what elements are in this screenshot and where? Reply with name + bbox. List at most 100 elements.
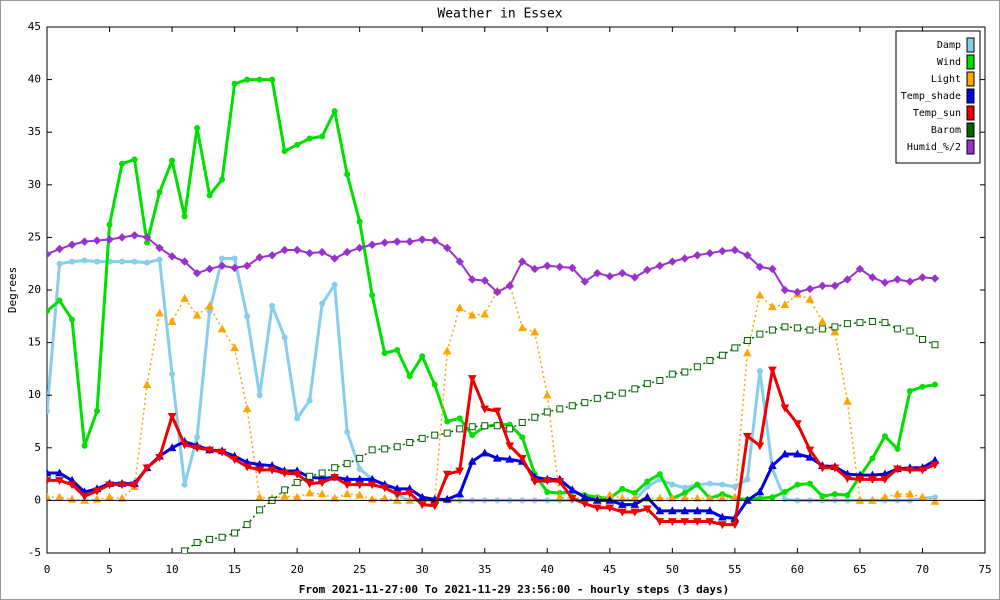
data-point (380, 493, 390, 502)
data-point (519, 434, 526, 441)
data-point (556, 405, 564, 413)
data-point (492, 407, 502, 416)
data-point (181, 481, 188, 488)
data-point (169, 157, 176, 164)
x-tick-label: 70 (916, 563, 929, 576)
data-point (794, 481, 801, 488)
data-point (205, 446, 214, 455)
data-point (618, 268, 627, 278)
data-point (755, 442, 765, 451)
data-point (444, 418, 451, 425)
data-point (306, 472, 314, 480)
data-point (755, 290, 765, 299)
data-point (530, 478, 540, 486)
data-point (330, 473, 340, 482)
data-point (392, 490, 402, 499)
data-point (69, 316, 76, 323)
data-point (694, 481, 701, 488)
data-point (880, 278, 890, 287)
data-point (593, 394, 601, 402)
data-point (105, 481, 114, 490)
data-point (280, 245, 289, 255)
data-point (931, 381, 938, 388)
data-point (119, 258, 126, 265)
data-point (206, 308, 213, 315)
data-point (219, 255, 226, 262)
data-point (481, 422, 489, 430)
data-point (643, 265, 652, 275)
data-point (856, 319, 864, 327)
data-point (180, 293, 189, 302)
legend-swatch (966, 37, 975, 53)
data-point (255, 253, 264, 262)
x-tick-label: 40 (541, 563, 554, 576)
data-point (669, 481, 676, 488)
data-point (269, 302, 276, 309)
data-point (830, 281, 840, 290)
data-point (718, 351, 726, 359)
x-axis-label: From 2021-11-27:00 To 2021-11-29 23:56:0… (299, 583, 729, 596)
data-point (769, 494, 776, 501)
data-point (306, 135, 313, 142)
legend-swatch (966, 105, 975, 121)
data-point (805, 294, 815, 303)
data-point (181, 547, 189, 553)
data-point (818, 317, 827, 325)
data-point (294, 415, 301, 422)
data-point (105, 235, 114, 244)
data-point (793, 287, 802, 297)
y-axis-label: Degrees (6, 267, 19, 313)
x-tick-label: 65 (853, 563, 866, 576)
data-point (730, 521, 740, 530)
data-point (881, 319, 889, 327)
legend-label: Barom (931, 125, 961, 136)
data-point (831, 491, 838, 498)
data-point (443, 243, 452, 253)
data-point (293, 479, 301, 487)
data-point (517, 455, 527, 463)
data-point (230, 263, 239, 273)
data-point (317, 479, 327, 488)
data-point (805, 446, 815, 455)
data-point (705, 518, 715, 526)
x-tick-label: 5 (106, 563, 113, 576)
data-point (55, 468, 64, 477)
data-point (568, 402, 576, 410)
data-point (818, 464, 827, 473)
data-point (56, 297, 63, 304)
data-point (47, 250, 52, 259)
data-point (681, 490, 688, 497)
data-point (47, 407, 51, 414)
data-point (755, 487, 765, 496)
data-point (443, 429, 451, 437)
data-point (581, 399, 589, 407)
data-point (380, 484, 390, 493)
data-point (667, 493, 677, 502)
data-point (169, 371, 176, 378)
data-point (81, 442, 88, 449)
data-point (630, 273, 640, 282)
data-point (492, 453, 502, 462)
legend-label: Temp_sun (913, 108, 961, 119)
data-point (355, 490, 365, 499)
x-tick-label: 10 (165, 563, 178, 576)
data-point (367, 240, 377, 249)
data-point (467, 456, 477, 465)
x-tick-label: 60 (791, 563, 804, 576)
data-point (768, 264, 777, 274)
data-point (256, 76, 263, 83)
data-point (144, 239, 151, 246)
data-point (142, 233, 152, 242)
data-point (919, 383, 926, 390)
data-point (692, 506, 702, 515)
data-point (905, 277, 915, 286)
data-point (906, 388, 913, 394)
data-point (106, 221, 113, 228)
data-point (417, 501, 427, 510)
data-point (918, 335, 926, 343)
data-point (743, 432, 752, 441)
data-point (344, 171, 351, 178)
x-tick-label: 50 (666, 563, 679, 576)
data-point (893, 325, 901, 333)
